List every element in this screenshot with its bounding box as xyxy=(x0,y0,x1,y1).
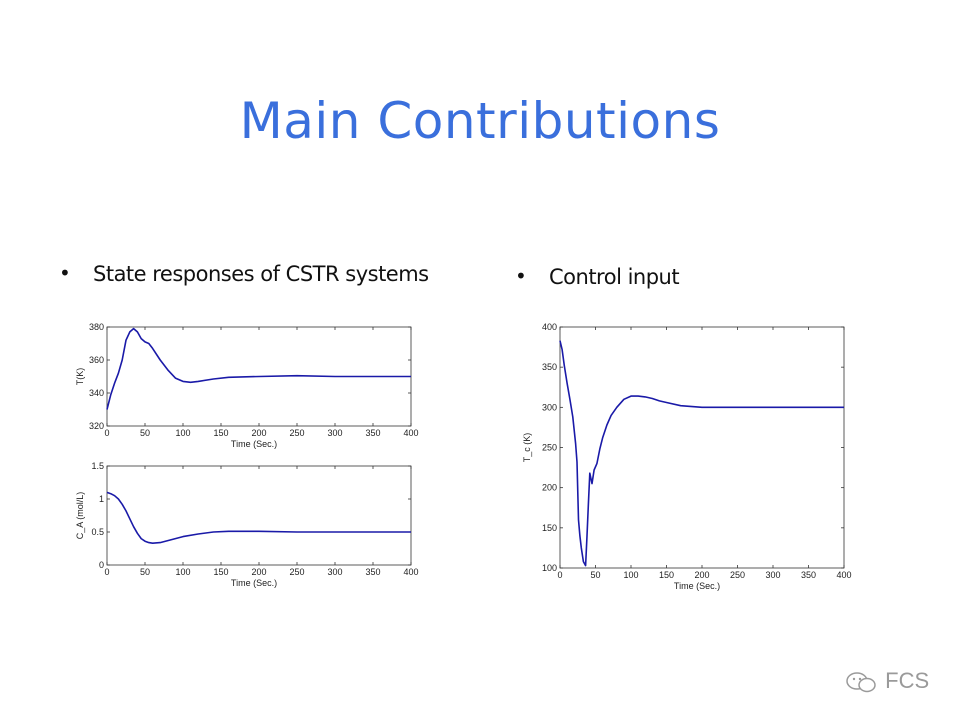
x-tick-label: 400 xyxy=(403,567,418,577)
y-tick-label: 250 xyxy=(542,443,557,453)
x-tick-label: 250 xyxy=(730,570,745,580)
series-line xyxy=(106,491,411,544)
y-tick-label: 1.5 xyxy=(91,461,104,471)
x-tick-label: 100 xyxy=(623,570,638,580)
y-tick-label: 320 xyxy=(89,421,104,431)
chart-concentration: 0 50 100 150 200 250 300 350 400 0 0.5 1 1.5 Time (Se… xyxy=(75,461,419,588)
bullet-text: State responses of CSTR systems xyxy=(93,262,429,286)
bullet-state-responses: • State responses of CSTR systems xyxy=(59,261,429,286)
x-tick-label: 300 xyxy=(327,428,342,438)
x-tick-label: 300 xyxy=(765,570,780,580)
bullet-control-input: • Control input xyxy=(515,264,680,289)
y-axis-label: T(K) xyxy=(75,368,85,386)
series-line xyxy=(559,340,844,567)
x-tick-label: 350 xyxy=(365,567,380,577)
y-tick-label: 0 xyxy=(99,560,104,570)
x-tick-label: 350 xyxy=(801,570,816,580)
x-tick-label: 50 xyxy=(140,428,150,438)
x-tick-label: 200 xyxy=(694,570,709,580)
x-tick-label: 200 xyxy=(251,567,266,577)
bullet-dot-icon: • xyxy=(515,264,527,288)
y-axis-label: T_c (K) xyxy=(522,433,532,463)
x-axis-label: Time (Sec.) xyxy=(231,439,277,449)
x-tick-label: 0 xyxy=(104,428,109,438)
x-tick-label: 150 xyxy=(213,428,228,438)
wechat-icon xyxy=(846,672,876,693)
y-tick-label: 300 xyxy=(542,402,557,412)
x-tick-label: 150 xyxy=(659,570,674,580)
y-tick-label: 400 xyxy=(542,322,557,332)
x-tick-label: 50 xyxy=(140,567,150,577)
y-tick-label: 150 xyxy=(542,523,557,533)
y-tick-label: 100 xyxy=(542,563,557,573)
x-tick-label: 350 xyxy=(365,428,380,438)
y-tick-label: 360 xyxy=(89,355,104,365)
x-tick-label: 0 xyxy=(104,567,109,577)
bullet-dot-icon: • xyxy=(59,261,71,285)
y-tick-label: 1 xyxy=(99,494,104,504)
bullet-text: Control input xyxy=(549,265,680,289)
y-tick-label: 350 xyxy=(542,362,557,372)
x-tick-label: 100 xyxy=(175,428,190,438)
plot-frame xyxy=(559,326,845,569)
x-tick-label: 0 xyxy=(557,570,562,580)
plot-frame xyxy=(106,465,412,566)
x-tick-label: 150 xyxy=(213,567,228,577)
x-tick-label: 250 xyxy=(289,428,304,438)
x-tick-label: 400 xyxy=(403,428,418,438)
x-tick-label: 100 xyxy=(175,567,190,577)
y-tick-label: 200 xyxy=(542,483,557,493)
footer-logo: FCS xyxy=(845,668,929,694)
x-tick-label: 300 xyxy=(327,567,342,577)
slide-title: Main Contributions xyxy=(239,92,721,150)
x-tick-label: 200 xyxy=(251,428,266,438)
chart-control-input: 0 50 100 150 200 250 300 350 400 100 150 200 250 300 3… xyxy=(522,322,852,591)
x-axis-label: Time (Sec.) xyxy=(231,578,277,588)
y-tick-label: 0.5 xyxy=(91,527,104,537)
footer-brand: FCS xyxy=(885,668,930,693)
series-line xyxy=(106,327,411,410)
y-tick-label: 380 xyxy=(89,322,104,332)
x-tick-label: 400 xyxy=(836,570,851,580)
y-axis-label: C_A (mol/L) xyxy=(75,492,85,540)
y-tick-label: 340 xyxy=(89,388,104,398)
x-axis-label: Time (Sec.) xyxy=(674,581,720,591)
x-tick-label: 50 xyxy=(590,570,600,580)
chart-temperature: 0 50 100 150 200 250 300 350 400 320 340 360 380 Time… xyxy=(75,322,419,449)
x-tick-label: 250 xyxy=(289,567,304,577)
